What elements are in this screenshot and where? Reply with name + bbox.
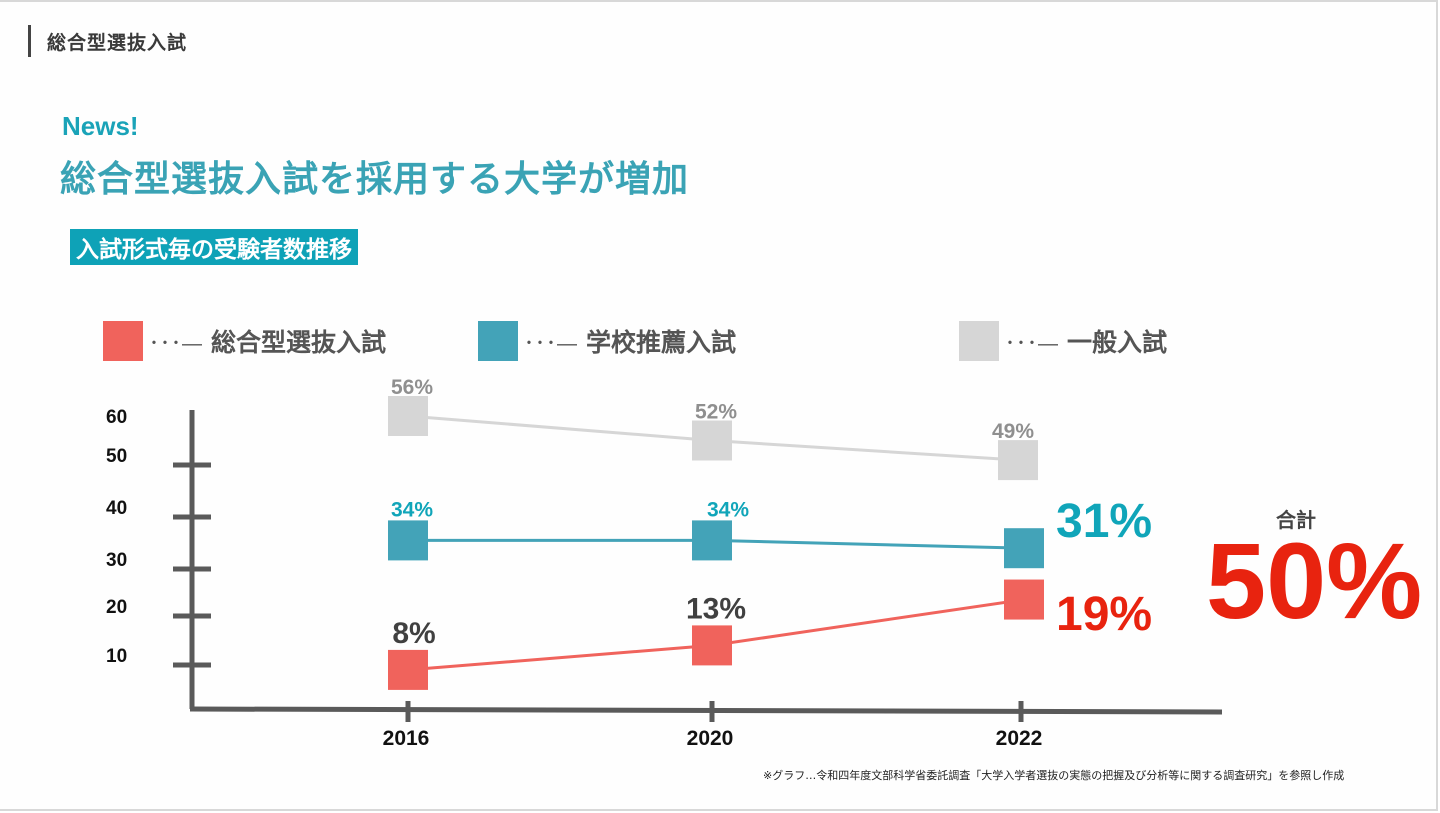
data-label-ippan: 49% [992, 420, 1034, 443]
legend-label-suisen: 学校推薦入試 [586, 328, 737, 357]
legend-item-suisen: ･･･― 学校推薦入試 [478, 321, 736, 361]
legend-label-sogo: 総合型選抜入試 [211, 328, 387, 357]
data-point-ippan [388, 396, 428, 436]
data-point-sogo [1004, 579, 1044, 620]
data-label-suisen: 34% [707, 498, 749, 521]
data-point-ippan [998, 440, 1038, 481]
data-point-suisen [692, 520, 732, 561]
section-header: 総合型選抜入試 [28, 25, 187, 57]
data-label-suisen: 31% [1056, 495, 1152, 548]
x-axis [189, 706, 1223, 715]
legend-label-ippan: 一般入試 [1067, 328, 1168, 357]
chart-subtitle-badge: 入試形式毎の受験者数推移 [70, 229, 358, 265]
data-point-suisen [1004, 528, 1044, 569]
legend-dash: ･･･― [1005, 332, 1059, 355]
page-title: 総合型選抜入試を採用する大学が増加 [60, 159, 690, 200]
data-label-suisen: 34% [391, 498, 433, 521]
legend-dash: ･･･― [524, 332, 578, 355]
section-title: 総合型選抜入試 [47, 31, 188, 54]
section-divider [28, 25, 31, 57]
chart-markers [388, 396, 1044, 690]
legend-swatch-suisen [478, 321, 518, 361]
data-label-sogo: 8% [392, 617, 435, 650]
legend-dash: ･･･― [149, 332, 203, 355]
x-tick-label: 2016 [383, 727, 430, 750]
y-tick-label: 30 [106, 550, 127, 571]
x-tick-label: 2020 [687, 727, 734, 750]
data-label-ippan: 56% [391, 376, 433, 399]
y-tick-label: 40 [106, 498, 127, 519]
chart-data-labels: 56% 52% 49% 34% 34% 31% 8% 13% 19% [391, 376, 1152, 650]
legend-item-ippan: ･･･― 一般入試 [959, 321, 1167, 361]
chart-axes: 10 20 30 40 50 60 2016 2020 2022 [106, 407, 1223, 750]
data-label-sogo: 19% [1056, 588, 1152, 641]
x-tick-label: 2022 [996, 727, 1043, 750]
data-label-sogo: 13% [686, 592, 746, 625]
total-value: 50% [1206, 520, 1423, 641]
y-tick-label: 50 [106, 446, 127, 467]
y-tick-label: 20 [106, 597, 127, 618]
data-point-ippan [692, 420, 732, 461]
footnote: ※グラフ…令和四年度文部科学省委託調査「大学入学者選抜の実態の把握及び分析等に関… [763, 769, 1345, 782]
data-point-sogo [388, 649, 428, 690]
legend-swatch-ippan [959, 321, 999, 361]
legend-item-sogo: ･･･― 総合型選抜入試 [103, 321, 386, 361]
data-point-sogo [692, 625, 732, 666]
news-label: News! [62, 111, 139, 141]
total-label: 合計 [1276, 508, 1316, 532]
y-tick-label: 60 [106, 407, 127, 428]
data-point-suisen [388, 520, 428, 561]
data-label-ippan: 52% [695, 401, 737, 424]
y-tick-label: 10 [106, 646, 127, 667]
legend-swatch-sogo [103, 321, 143, 361]
